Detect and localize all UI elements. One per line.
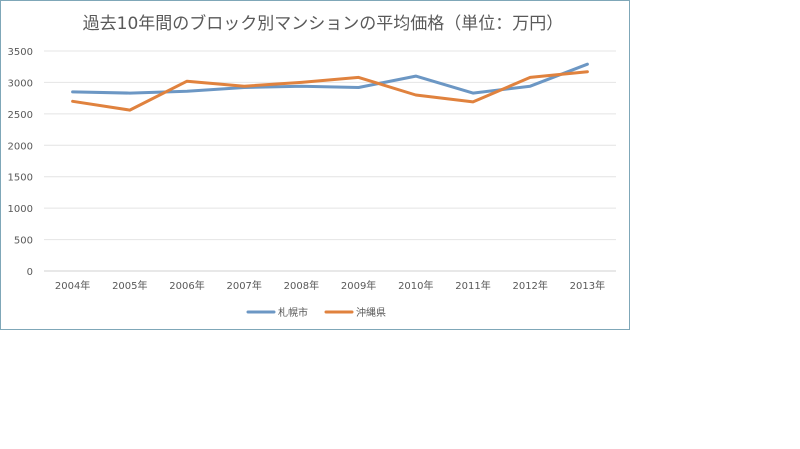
y-tick-label: 1500 — [8, 173, 33, 184]
y-tick-label: 500 — [14, 236, 33, 247]
y-axis-ticks: 0 500 1000 1500 2000 2500 3000 3500 — [8, 47, 33, 278]
y-tick-label: 1000 — [8, 204, 33, 215]
series-lines — [71, 62, 589, 112]
chart-title: 過去10年間のブロック別マンションの平均価格（単位：万円） — [83, 13, 564, 34]
legend-label: 札幌市 — [278, 306, 308, 319]
y-tick-label: 3500 — [8, 47, 33, 58]
x-tick-label: 2013年 — [570, 279, 605, 292]
x-tick-label: 2006年 — [169, 279, 204, 292]
x-tick-label: 2011年 — [455, 279, 490, 292]
series-line-1 — [71, 70, 589, 112]
chart-frame: 過去10年間のブロック別マンションの平均価格（単位：万円） 0 500 1000 15… — [0, 0, 630, 330]
x-tick-label: 2009年 — [341, 279, 376, 292]
y-tick-label: 3000 — [8, 78, 33, 89]
legend-label: 沖縄県 — [356, 306, 386, 319]
x-tick-label: 2004年 — [55, 279, 90, 292]
x-tick-label: 2007年 — [226, 279, 261, 292]
x-tick-label: 2005年 — [112, 279, 147, 292]
legend: 札幌市 沖縄県 — [246, 306, 386, 319]
y-tick-label: 0 — [27, 267, 33, 278]
gridlines — [44, 50, 616, 272]
x-tick-label: 2008年 — [284, 279, 319, 292]
x-tick-label: 2012年 — [512, 279, 547, 292]
x-tick-label: 2010年 — [398, 279, 433, 292]
y-tick-label: 2500 — [8, 110, 33, 121]
x-axis-ticks: 2004年 2005年 2006年 2007年 2008年 2009年 2010年 2011年… — [55, 279, 605, 292]
y-tick-label: 2000 — [8, 141, 33, 152]
line-chart: 過去10年間のブロック別マンションの平均価格（単位：万円） 0 500 1000 15… — [8, 13, 616, 319]
